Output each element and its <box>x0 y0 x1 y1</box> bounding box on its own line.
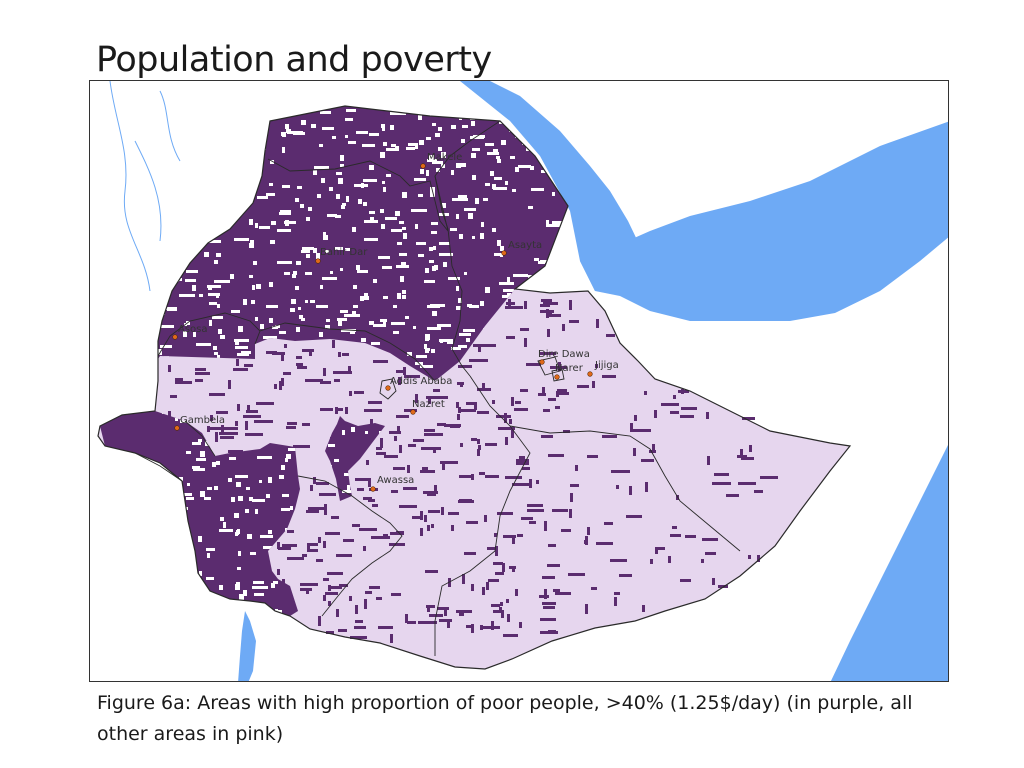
high-poverty-speckle <box>168 299 778 643</box>
city-label-jijiga: Jijiga <box>594 360 619 371</box>
slide-title: Population and poverty <box>96 40 492 80</box>
figure-caption: Figure 6a: Areas with high proportion of… <box>97 692 913 745</box>
city-label-asayta: Asayta <box>508 240 542 251</box>
city-label-makele: Makele <box>427 152 462 163</box>
rivers <box>109 81 181 292</box>
water-bodies <box>109 81 948 681</box>
ethiopia-outline <box>97 105 852 670</box>
oromia-somali-boundary <box>434 375 531 656</box>
regional-boundaries <box>134 120 741 656</box>
city-label-asosa: Asosa <box>178 324 208 335</box>
dire-dawa-boundary <box>537 356 561 376</box>
lake-turkana <box>238 611 256 681</box>
city-label-gambela: Gambela <box>180 415 225 426</box>
map-canvas: Makele Asayta Bahir Dar Asosa Dire Dawa … <box>97 81 948 681</box>
city-harar: Harer <box>554 363 584 380</box>
harari-boundary <box>551 368 565 382</box>
tigray-boundary <box>267 120 501 232</box>
afar-boundary <box>434 175 471 377</box>
gambela-boundary <box>134 420 216 482</box>
amhara-south-boundary <box>254 322 436 382</box>
city-bahir-dar: Bahir Dar <box>315 247 368 264</box>
city-gambela: Gambela <box>174 415 225 431</box>
city-asayta: Asayta <box>501 240 542 256</box>
snnpr-boundary <box>297 475 403 617</box>
indian-ocean <box>830 445 948 681</box>
city-nazret: Nazret <box>410 399 445 415</box>
city-label-nazret: Nazret <box>412 399 445 410</box>
city-makele: Makele <box>420 152 462 169</box>
city-label-dire-dawa: Dire Dawa <box>538 349 590 360</box>
city-label-harar: Harer <box>555 363 584 374</box>
city-dire-dawa: Dire Dawa <box>538 349 590 365</box>
city-awassa: Awassa <box>370 475 414 492</box>
city-label-awassa: Awassa <box>377 475 414 486</box>
city-asosa: Asosa <box>172 324 208 340</box>
city-label-addis-ababa: Addis Ababa <box>390 376 452 387</box>
city-label-bahir-dar: Bahir Dar <box>320 247 368 258</box>
city-jijiga: Jijiga <box>587 360 619 377</box>
poverty-map: Makele Asayta Bahir Dar Asosa Dire Dawa … <box>89 80 949 682</box>
city-addis-ababa: Addis Ababa <box>385 376 452 391</box>
benishangul-boundary <box>157 312 261 357</box>
red-sea <box>460 81 640 291</box>
addis-boundary <box>379 378 397 400</box>
gulf-of-aden <box>580 121 948 321</box>
somali-boundary <box>509 425 741 552</box>
